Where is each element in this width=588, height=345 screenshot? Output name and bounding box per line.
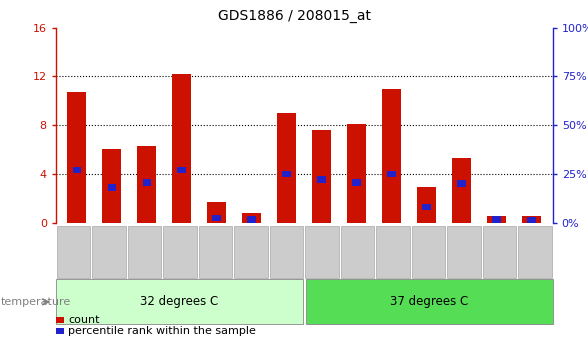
Bar	[207, 202, 226, 223]
Bar	[417, 187, 436, 223]
Bar	[492, 216, 501, 223]
Bar	[108, 184, 116, 191]
Text: percentile rank within the sample: percentile rank within the sample	[68, 326, 256, 336]
Bar	[142, 179, 151, 186]
Bar	[527, 217, 536, 224]
Text: GSM99781: GSM99781	[176, 226, 185, 275]
Bar	[422, 204, 431, 210]
Text: GSM99774: GSM99774	[105, 226, 113, 275]
Bar	[137, 146, 156, 223]
Bar	[102, 149, 122, 223]
Text: GSM99773: GSM99773	[318, 226, 326, 275]
Bar	[312, 130, 332, 223]
Bar	[282, 170, 291, 177]
Bar	[72, 167, 81, 173]
Text: GSM99785: GSM99785	[246, 226, 256, 275]
Bar	[242, 213, 262, 223]
Text: GSM99786: GSM99786	[495, 226, 504, 275]
Bar	[452, 158, 472, 223]
Bar	[522, 216, 542, 223]
Bar	[387, 170, 396, 177]
Bar	[318, 176, 326, 183]
Text: GSM99775: GSM99775	[353, 226, 362, 275]
Bar	[248, 216, 256, 223]
Text: GSM99787: GSM99787	[282, 226, 291, 275]
Text: 32 degrees C: 32 degrees C	[140, 295, 218, 308]
Bar	[67, 92, 86, 223]
Text: GSM99782: GSM99782	[424, 226, 433, 275]
Text: GSM99779: GSM99779	[389, 226, 397, 275]
Text: GDS1886 / 208015_at: GDS1886 / 208015_at	[218, 9, 370, 23]
Text: GSM99784: GSM99784	[459, 226, 469, 275]
Bar	[457, 180, 466, 187]
Text: count: count	[68, 315, 100, 325]
Bar	[277, 113, 296, 223]
Text: GSM99783: GSM99783	[211, 226, 220, 275]
Text: GSM99778: GSM99778	[140, 226, 149, 275]
Text: GSM99697: GSM99697	[69, 226, 78, 275]
Text: GSM99788: GSM99788	[530, 226, 539, 275]
Bar	[382, 89, 402, 223]
Bar	[212, 215, 221, 221]
Text: temperature: temperature	[1, 297, 71, 307]
Text: 37 degrees C: 37 degrees C	[390, 295, 469, 308]
Bar	[487, 216, 506, 223]
Bar	[178, 167, 186, 173]
Bar	[347, 124, 366, 223]
Bar	[172, 74, 192, 223]
Bar	[352, 179, 361, 186]
